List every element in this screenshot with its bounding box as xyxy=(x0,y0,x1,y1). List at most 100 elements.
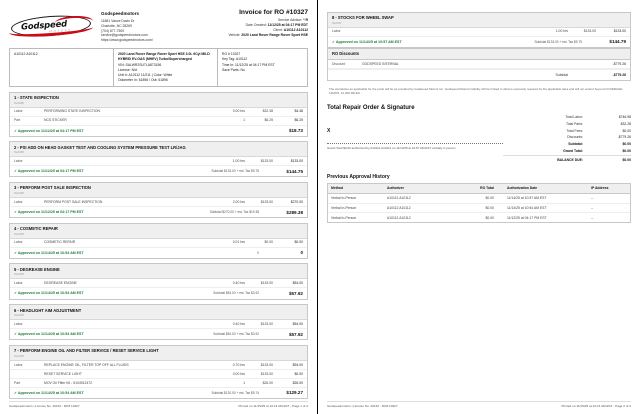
approval-status: ✓ Approved on 11/14/25 at 10:54 AM EST xyxy=(14,332,84,337)
discount-subtotal-row: Subtotal -$779.26 xyxy=(328,68,630,80)
signature-x-mark: X xyxy=(327,127,331,134)
line-item-rate: $6.25 xyxy=(264,118,274,123)
total-row: Grand Total: $0.00 xyxy=(503,148,631,155)
approval-status: ✓ Approved on 11/12/25 at 04:17 PM EST xyxy=(14,210,84,215)
company-phone: (704) 877-7500 xyxy=(101,28,125,33)
total-label: Discounts: xyxy=(567,135,583,140)
job-header: 6 - HEADLIGHT AIM ADJUSTMENT Tech#8 xyxy=(10,305,307,321)
time-in: Time In: 11/12/25 at 04:17 PM EST xyxy=(222,62,275,67)
line-item-description: PERFORMING STATE INSPECTION xyxy=(44,109,101,114)
job-tech: Tech#8 xyxy=(14,190,24,195)
total-value: $32.28 xyxy=(620,121,631,126)
line-item: Labor REPLACE ENGINE OIL, FILTER TOP OFF … xyxy=(10,361,307,370)
job-total: $57.92 xyxy=(288,290,303,296)
line-item-qty: 0.70 hrs xyxy=(232,362,245,367)
line-item-type: Labor xyxy=(14,159,23,164)
total-row: Total Labor: $746.98 xyxy=(503,114,631,121)
total-value: $746.98 xyxy=(618,115,631,120)
godspeed-motors-logo-icon: Godspeed MOTORS xyxy=(8,13,95,41)
approval-history-title: Previous Approval History xyxy=(327,173,390,180)
approval-history-cell: Verbal In-Person xyxy=(331,196,357,201)
line-item-description xyxy=(362,29,540,33)
approval-history-cell: 11/12/25 at 04:17 PM EST xyxy=(507,215,547,220)
ro-info-cell: RO # 10327 Key Tag: A10112 Time In: 11/1… xyxy=(218,49,307,86)
line-item-type: Labor xyxy=(14,109,23,114)
job-tech: Tech#8 xyxy=(14,353,24,358)
line-item-description xyxy=(44,322,217,326)
job-footer: ✓ Approved on 11/12/25 at 04:17 PM EST Su… xyxy=(10,206,307,218)
job-footer: ✓ Approved on 11/14/25 at 10:57 AM EST Su… xyxy=(328,36,630,47)
invoice-meta: Invoice for RO #10327 Service Advisor: *… xyxy=(206,7,308,38)
approval-history-cell: $0.00 xyxy=(485,215,495,220)
approval-history-body: Verbal In-Person A10112 A10112 $0.00 11/14/… xyxy=(328,194,630,222)
vehicle-info-table: A10112 A10112 2020 Land Rover Range Rove… xyxy=(9,48,308,87)
approval-status: ✓ Approved on 11/14/25 at 10:57 AM EST xyxy=(332,39,402,44)
signature-area[interactable]: X Grand Total $0.00 authorized by A10112… xyxy=(327,114,503,164)
job-subtotal-note: Subtotal $120.00 + est. Tax $9.74 xyxy=(211,390,259,395)
service-advisor-value: * R xyxy=(303,18,308,22)
line-item: Labor DEGREASE ENGINE 0.40 hrs $133.00 $54.0… xyxy=(10,279,307,289)
job-subtotal-note: Subtotal $54.00 + est. Tax $3.92 xyxy=(213,332,259,337)
line-item-description: REPLACE ENGINE OIL, FILTER TOP OFF ALL F… xyxy=(44,362,129,367)
job-footer: ✓ Approved on 11/14/25 at 10:54 AM EST 0 0 xyxy=(10,247,307,258)
vehicle-label: Vehicle: xyxy=(228,33,241,38)
job-title: 3 - PERFORM POST SALE INSPECTION xyxy=(14,185,91,191)
approval-status: ✓ Approved on 11/12/25 at 04:17 PM EST xyxy=(14,128,84,133)
total-label: Total Labor: xyxy=(565,115,583,120)
job-list-page-1: 1 - STATE INSPECTION Tech#8 Labor PERFORMIN… xyxy=(9,91,308,399)
discount-type: Discount xyxy=(332,61,346,66)
vehicle-odometer: Odometer In: 61896 / Out: 61896 xyxy=(118,77,168,82)
line-item-rate: $133.00 xyxy=(260,199,273,204)
line-item-amount: $4.48 xyxy=(294,109,304,114)
job-section: 8 - STOCKS FOR WHEEL SWAP Tech#7 Labor 1.00… xyxy=(327,11,631,48)
line-item-qty: 1 xyxy=(243,118,245,123)
approval-status: ✓ Approved on 11/14/25 at 10:54 AM EST xyxy=(14,250,84,255)
line-item-rate: $133.00 xyxy=(260,371,273,376)
line-item-amount: $6.25 xyxy=(294,118,304,123)
line-item-rate: $133.00 xyxy=(583,29,596,34)
line-item-qty: 0.00 hrs xyxy=(232,371,245,376)
line-item-amount: $0.00 xyxy=(294,240,304,245)
document-header: Godspeed MOTORS Godspeedmotors 11881 Van… xyxy=(8,7,308,43)
job-section: 7 - PERFORM ENGINE OIL AND FILTER SERVIC… xyxy=(9,344,308,399)
client-label: Client: xyxy=(273,28,283,33)
line-item: Labor PERFORMING STATE INSPECTION 0.00 hrs… xyxy=(10,108,307,117)
company-address: 11881 Vance Davis Dr xyxy=(101,18,135,23)
totals-and-signature: X Grand Total $0.00 authorized by A10112… xyxy=(327,114,631,164)
client-row: Client: A10112 A10112 xyxy=(206,28,308,33)
company-website[interactable]: https://www.godspeedmotors.com/ xyxy=(101,38,153,43)
line-item-qty: 1.00 hrs xyxy=(232,159,245,164)
page-2: 8 - STOCKS FOR WHEEL SWAP Tech#7 Labor 1.00… xyxy=(318,0,640,414)
line-item-type: Labor xyxy=(332,29,341,34)
job-section: 5 - DEGREASE ENGINE Tech#8 Labor DEGREASE E… xyxy=(9,263,308,300)
line-item-qty: 1.00 hrs xyxy=(555,29,568,34)
job-tech: Tech#8 xyxy=(14,313,24,318)
footer-printed: Printed on 11/15/25 at 10:13 AM EST - Pa… xyxy=(561,404,631,408)
line-item-qty: 0.01 hrs xyxy=(232,240,245,245)
approval-history-cell: Verbal In-Person xyxy=(331,215,357,220)
signature-line[interactable] xyxy=(327,135,503,144)
vehicle-value: 2020 Land Rover Range Rover Sport HSE xyxy=(241,33,308,38)
job-subtotal-note: 0 xyxy=(257,250,259,255)
job-list-page-2: 8 - STOCKS FOR WHEEL SWAP Tech#7 Labor 1.00… xyxy=(327,11,631,48)
service-advisor-label: Service Advisor: xyxy=(278,18,303,22)
logo-container: Godspeed MOTORS xyxy=(8,7,101,41)
job-section: 3 - PERFORM POST SALE INSPECTION Tech#8 La… xyxy=(9,181,308,219)
line-item: Labor COSMETIC REPAIR 0.01 hrs $0.00 $0.00 xyxy=(10,239,307,248)
approval-status: ✓ Approved on 11/12/25 at 04:17 PM EST xyxy=(14,169,84,174)
line-item: Labor PERFORM POST SALE INSPECTION 2.00 hr… xyxy=(10,198,307,207)
line-item-type: Labor xyxy=(14,321,23,326)
approval-history-cell: A10112 A10112 xyxy=(387,215,411,220)
line-item-description: COSMETIC REPAIR xyxy=(44,240,76,245)
line-item-type: Part xyxy=(14,380,21,385)
job-total: $144.75 xyxy=(286,168,303,174)
approval-history-table: Method Authorizer RO Total Authorization Da… xyxy=(327,182,631,224)
total-row: Subtotal: $0.00 xyxy=(503,141,631,148)
client-value: A10112 A10112 xyxy=(283,28,308,33)
totals-list: Total Labor: $746.98 Total Parts: $32.28 Tot… xyxy=(503,114,631,164)
total-value: $0.00 xyxy=(622,158,632,163)
line-item-description: MOV Oil Filter Kit - 5104912472 xyxy=(44,380,93,385)
line-item: Labor 0.40 hrs $133.00 $54.00 xyxy=(10,320,307,330)
line-item-description: NCS STICKER xyxy=(44,118,67,123)
total-value: $0.00 xyxy=(622,128,632,133)
